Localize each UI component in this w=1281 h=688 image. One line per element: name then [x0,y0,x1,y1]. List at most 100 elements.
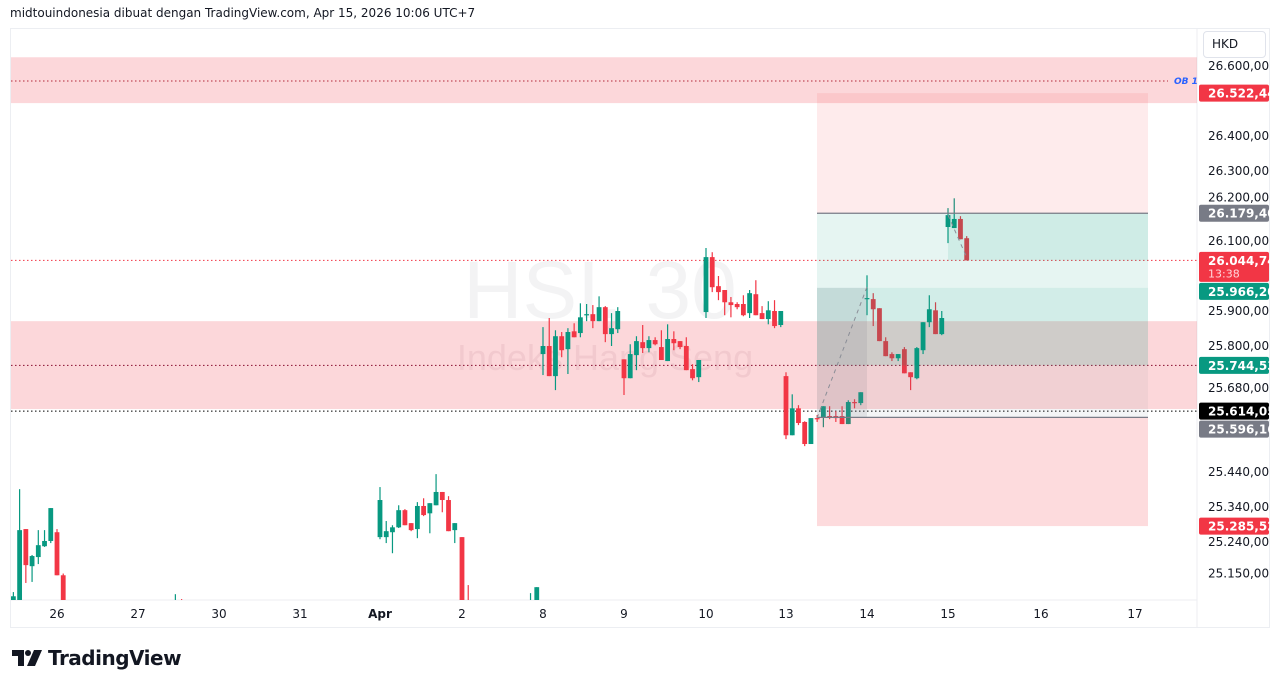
price-label-value: 25.744,53 [1208,359,1276,373]
candle [658,330,664,361]
time-tick-label: 13 [778,607,793,621]
candle-body [590,314,596,322]
candle-body [759,313,765,320]
candle [646,336,652,353]
price-label-value: 26.179,40 [1208,207,1276,221]
candle-body [889,354,895,359]
candle [396,505,402,529]
entry-zone[interactable] [817,365,1148,418]
elapsed-zone[interactable] [817,287,867,418]
candle-body [716,286,721,293]
price-axis[interactable]: 26.600,00 26.400,00 26.300,00 26.200,00 26.1… [1208,59,1269,581]
candle [734,302,740,310]
target-zone[interactable] [817,213,1148,288]
tradingview-logo[interactable]: TradingView [12,646,182,670]
candle [740,295,746,317]
time-tick-label: 16 [1033,607,1048,621]
candle [864,275,870,316]
candle-body [534,587,540,600]
candle [596,296,602,322]
candle-body [577,317,583,334]
price-label: 25.744,53 [1199,356,1276,374]
candle [42,530,47,547]
price-label-box [1199,251,1269,282]
candle-body [446,500,451,532]
candle-body [808,418,814,445]
candle-body [703,257,709,313]
candle-body [559,336,565,351]
candle [23,529,29,583]
long-stop-zone[interactable] [817,417,1148,527]
candle [60,573,66,600]
currency-button[interactable]: HKD [1203,31,1266,58]
candle-body [740,304,746,316]
candle-body [908,372,914,378]
candle-body [646,340,652,349]
candle-body [383,531,389,538]
candle [747,290,753,319]
candle-body [609,328,614,335]
long-target-zone[interactable] [817,287,1148,366]
candle-body [390,527,395,533]
candle-body [427,503,433,514]
price-label-value: 25.966,20 [1208,285,1276,299]
candle-body [540,346,546,355]
price-label-box [1199,402,1269,420]
price-label-box [1199,84,1269,102]
candle [789,394,795,436]
candle-body [690,369,695,379]
candle-body [951,218,957,229]
price-label-value: 25.596,16 [1208,423,1276,437]
position-tools[interactable] [816,93,1148,527]
candle-body [765,310,771,320]
price-tick-label: 25.800,00 [1208,339,1269,353]
candle [377,487,383,540]
time-tick-label: 27 [130,607,145,621]
candle [820,406,826,428]
candle-body [42,540,47,547]
candle-body [845,402,851,425]
candle-body [964,238,970,261]
candle-body [920,322,926,351]
candle-body [414,505,420,530]
candle-body [883,341,889,357]
candle [901,347,907,374]
candle [408,523,414,532]
candles [11,198,970,619]
price-tick-label: 25.440,00 [1208,465,1269,479]
candle-body [665,339,671,362]
price-label: 26.179,40 [1199,204,1276,222]
candle [845,400,851,425]
price-tick-label: 26.100,00 [1208,234,1269,248]
candle [765,301,771,325]
candle [883,337,889,357]
stop-zone[interactable] [817,93,1148,214]
tradingview-logo-icon [12,650,42,666]
price-tick-label: 26.600,00 [1208,59,1269,73]
price-label-box [1199,204,1269,222]
candle-body [858,392,864,404]
candle [452,523,458,544]
candle-body [466,605,471,619]
order-block-zone[interactable] [11,57,1197,104]
candle [914,347,920,380]
price-label-box [1199,420,1269,438]
candle [877,308,882,342]
candle [621,359,627,396]
candle-body [179,602,184,616]
active-target-zone[interactable] [948,213,1148,261]
candle-body [778,311,784,326]
order-block-zones[interactable]: OB 1 [11,57,1198,412]
candle-body [54,532,60,576]
candle [571,323,577,338]
price-tick-label: 25.340,00 [1208,500,1269,514]
order-block-label: OB 1 [1174,77,1198,87]
time-axis[interactable]: 26 27 30 31 Apr 2 8 9 10 13 14 15 16 17 [49,607,1142,621]
candle-body [926,309,932,323]
candle-body [402,510,408,526]
candle [584,304,590,322]
time-tick-label: 17 [1127,607,1142,621]
price-label-value: 26.044,74 [1208,254,1276,268]
